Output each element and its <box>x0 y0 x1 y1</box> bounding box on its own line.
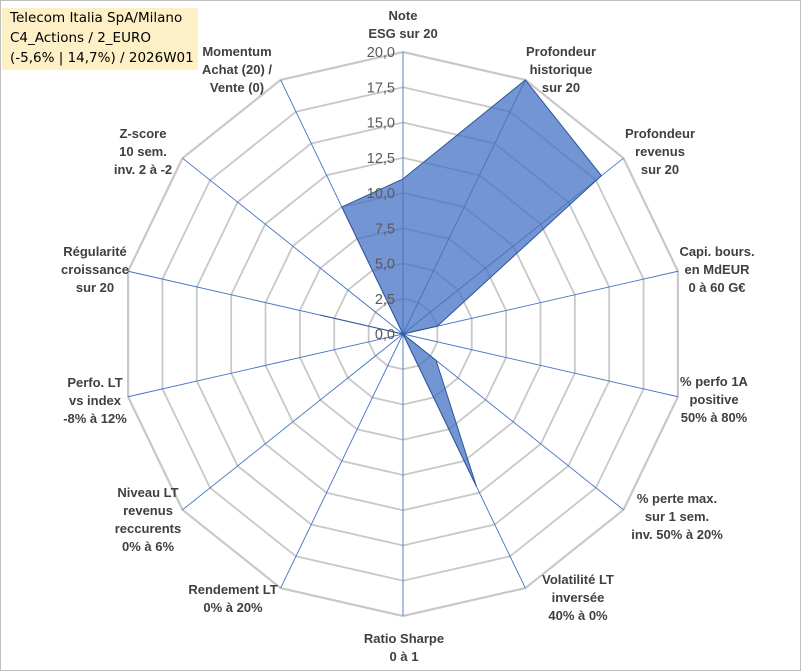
axis-label: Rendement LT <box>188 582 277 597</box>
axis-label-group: Note ESG sur 20 <box>368 8 437 41</box>
axis-label: 40% à 0% <box>548 608 608 623</box>
axis-label: inversée <box>552 590 605 605</box>
tick-layer: 0,0 2,5 5,0 7,5 10,0 12,5 15,0 17,5 20,0 <box>367 45 395 343</box>
axis-label: % perte max. <box>637 491 717 506</box>
title-line-2: C4_Actions / 2_EURO <box>10 30 151 46</box>
title-line-1: Telecom Italia SpA/Milano <box>10 10 183 26</box>
axis-label: % perfo 1A <box>680 374 749 389</box>
axis-label: revenus <box>123 503 173 518</box>
axis-label: Volatilité LT <box>542 572 614 587</box>
axis-label-group: Volatilité LT inversée 40% à 0% <box>542 572 614 623</box>
axis-label-group: Niveau LT revenus reccurents 0% à 6% <box>115 485 181 554</box>
axis-label: 0% à 20% <box>203 600 263 615</box>
axis-label-group: Profondeur historique sur 20 <box>526 44 596 95</box>
tick-label: 20,0 <box>367 45 395 61</box>
axis-label: Ratio Sharpe <box>364 631 444 646</box>
axis-label: 10 sem. <box>119 144 167 159</box>
axis-label: vs index <box>69 393 122 408</box>
axis-spoke <box>182 333 404 511</box>
axis-label: Profondeur <box>625 126 695 141</box>
title-line-3: (-5,6% | 14,7%) / 2026W01 <box>10 50 194 66</box>
axis-label: historique <box>530 62 593 77</box>
axis-label-group: Rendement LT 0% à 20% <box>188 582 277 615</box>
axis-label-group: Z-score 10 sem. inv. 2 à -2 <box>114 126 172 177</box>
axis-label-group: Ratio Sharpe 0 à 1 <box>364 631 444 664</box>
axis-label: croissance <box>61 262 129 277</box>
label-layer: Note ESG sur 20 Profondeur historique sur 20… <box>61 8 755 664</box>
axis-label: Perfo. LT <box>67 375 122 390</box>
tick-label: 0,0 <box>375 327 395 343</box>
axis-label-group: % perte max. sur 1 sem. inv. 50% à 20% <box>631 491 723 542</box>
axis-label: ESG sur 20 <box>368 26 437 41</box>
axis-label: 0 à 1 <box>390 649 419 664</box>
axis-label-group: Capi. bours. en MdEUR 0 à 60 G€ <box>679 244 754 295</box>
tick-label: 7,5 <box>375 221 395 237</box>
axis-label: sur 20 <box>641 162 679 177</box>
axis-label: sur 20 <box>542 80 580 95</box>
axis-label: Z-score <box>120 126 167 141</box>
chart-title-box: Telecom Italia SpA/Milano C4_Actions / 2… <box>2 8 198 70</box>
axis-label: Momentum <box>202 44 271 59</box>
axis-label: en MdEUR <box>685 262 751 277</box>
tick-label: 12,5 <box>367 151 395 167</box>
axis-label: -8% à 12% <box>63 411 127 426</box>
axis-label: Capi. bours. <box>679 244 754 259</box>
axis-spoke <box>280 333 404 589</box>
axis-label: sur 1 sem. <box>645 509 709 524</box>
axis-spoke <box>402 333 679 398</box>
axis-label: Profondeur <box>526 44 596 59</box>
axis-label: revenus <box>635 144 685 159</box>
axis-label: Régularité <box>63 244 127 259</box>
axis-spoke <box>127 333 404 398</box>
axis-spoke <box>402 333 624 511</box>
axis-label: reccurents <box>115 521 181 536</box>
axis-label: sur 20 <box>76 280 114 295</box>
axis-spoke <box>402 270 679 335</box>
axis-label: 0% à 6% <box>122 539 174 554</box>
axis-label: 50% à 80% <box>681 410 748 425</box>
axis-label: positive <box>689 392 738 407</box>
data-series-area <box>320 79 603 487</box>
tick-label: 15,0 <box>367 116 395 132</box>
axis-label: Vente (0) <box>210 80 264 95</box>
axis-label: inv. 2 à -2 <box>114 162 172 177</box>
axis-label: inv. 50% à 20% <box>631 527 723 542</box>
axis-label: Niveau LT <box>117 485 178 500</box>
tick-label: 17,5 <box>367 80 395 96</box>
axis-label-group: Momentum Achat (20) / Vente (0) <box>202 44 272 95</box>
tick-label: 5,0 <box>375 257 395 273</box>
axis-label-group: Perfo. LT vs index -8% à 12% <box>63 375 127 426</box>
tick-label: 10,0 <box>367 186 395 202</box>
axis-label-group: Régularité croissance sur 20 <box>61 244 129 295</box>
series-layer <box>320 79 603 487</box>
axis-spoke <box>182 157 404 335</box>
axis-label: 0 à 60 G€ <box>688 280 745 295</box>
tick-label: 2,5 <box>375 292 395 308</box>
axis-label: Note <box>389 8 418 23</box>
axis-label-group: Profondeur revenus sur 20 <box>625 126 695 177</box>
axis-label: Achat (20) / <box>202 62 272 77</box>
axis-label-group: % perfo 1A positive 50% à 80% <box>680 374 749 425</box>
